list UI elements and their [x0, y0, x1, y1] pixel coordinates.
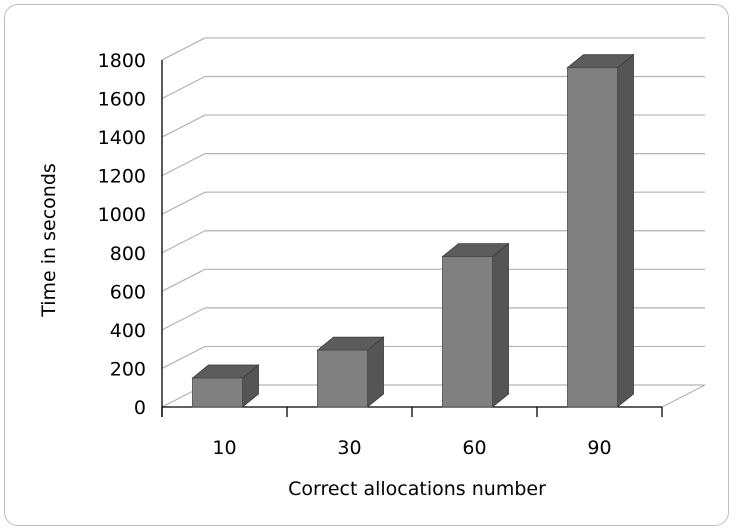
- y-tick-label: 200: [110, 358, 146, 380]
- floor-right-edge: [661, 384, 706, 408]
- bar-side: [492, 242, 509, 408]
- bars: [191, 53, 635, 408]
- x-tick-label: 10: [212, 437, 236, 459]
- bar-front: [567, 67, 618, 408]
- gridline-depth: [161, 191, 206, 215]
- x-tick-label: 60: [462, 437, 486, 459]
- y-tick-label: 1000: [98, 204, 146, 226]
- bar-60: [441, 242, 510, 408]
- y-tick-label: 1400: [98, 127, 146, 149]
- bar-90: [566, 53, 635, 408]
- y-axis-title: Time in seconds: [38, 163, 60, 318]
- y-tick-label: 0: [134, 397, 146, 419]
- y-tick-label: 400: [110, 320, 146, 342]
- gridline-depth: [161, 37, 206, 61]
- bar-front: [317, 349, 368, 408]
- gridline-depth: [161, 230, 206, 254]
- y-tick-label: 1800: [98, 50, 146, 72]
- bar-10: [191, 364, 260, 408]
- gridline-depth: [161, 75, 206, 100]
- y-tick-label: 800: [110, 243, 146, 265]
- bar-side: [617, 53, 634, 408]
- bar-30: [316, 336, 385, 408]
- gridline-depth: [161, 345, 206, 369]
- bar-front: [442, 256, 493, 408]
- gridline-depth: [161, 268, 206, 292]
- x-tick-labels: 10 30 60 90: [212, 437, 611, 459]
- y-tick-label: 1600: [98, 89, 146, 111]
- x-axis-title: Correct allocations number: [288, 478, 546, 500]
- x-tick-label: 30: [337, 437, 361, 459]
- bar-front: [192, 377, 243, 408]
- gridline-depth: [161, 307, 206, 331]
- gridline-depth: [161, 153, 206, 177]
- y-tick-label: 600: [110, 281, 146, 303]
- y-tick-label: 1200: [98, 166, 146, 188]
- y-tick-labels: 0 200 400 600 800 1000 1200 1400 1600 1800: [98, 50, 146, 419]
- gridline-depth: [161, 114, 206, 138]
- x-tick-label: 90: [587, 437, 611, 459]
